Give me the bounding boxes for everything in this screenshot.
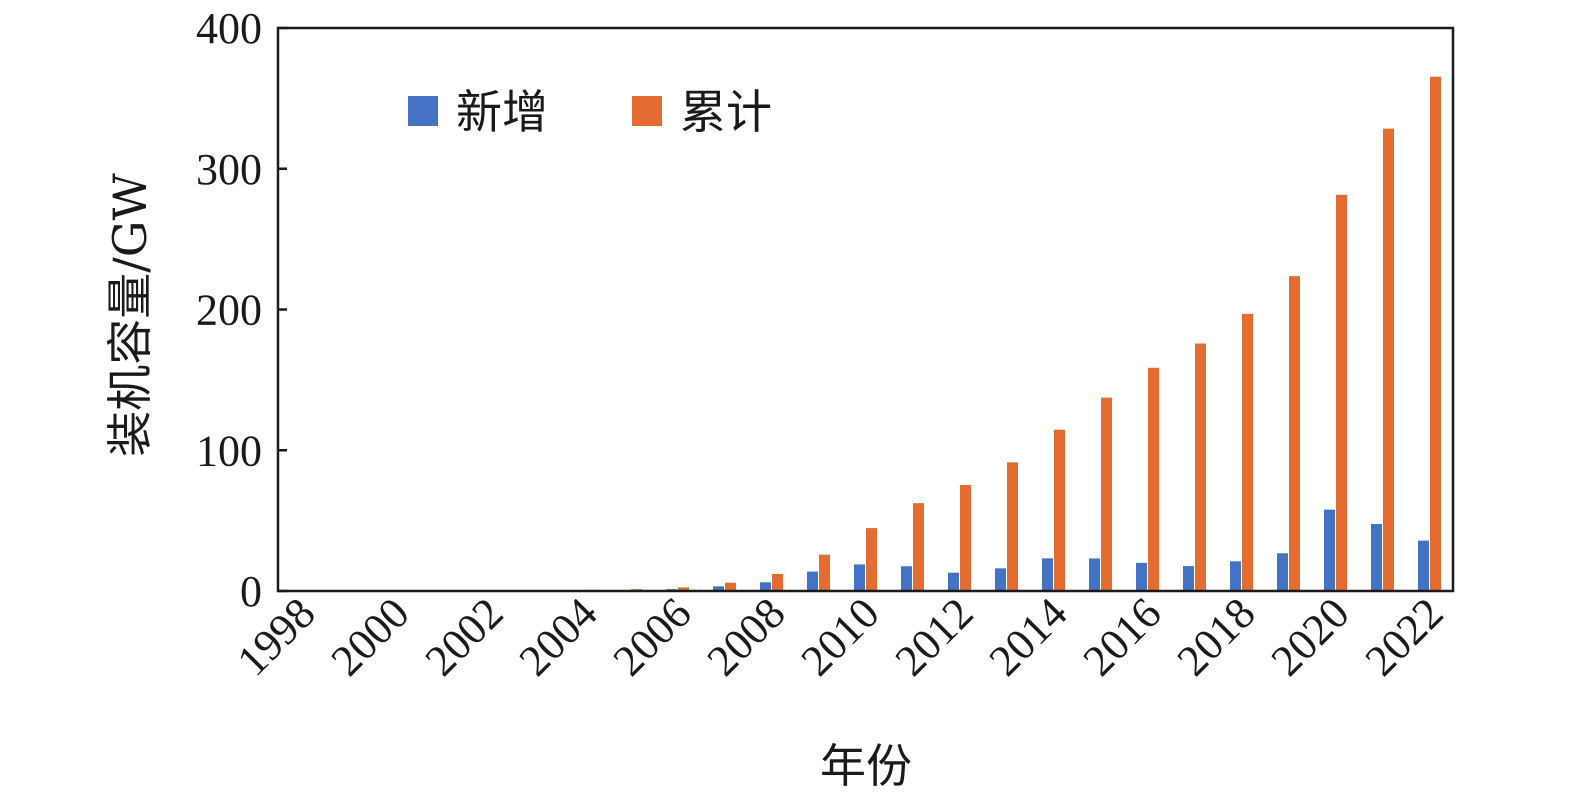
bar-cumulative-2006 xyxy=(678,587,689,591)
bar-new-2012 xyxy=(948,572,959,591)
legend: 新增 累计 xyxy=(408,85,772,139)
plot-frame xyxy=(276,26,1455,593)
bar-cumulative-2011 xyxy=(913,503,924,591)
bar-cumulative-2013 xyxy=(1007,462,1018,591)
bar-new-2015 xyxy=(1089,558,1100,591)
bar-new-2008 xyxy=(760,582,771,591)
y-axis-ticks: 0 100 200 300 400 xyxy=(196,4,287,616)
bar-new-2007 xyxy=(713,586,724,591)
bar-cumulative-2015 xyxy=(1101,397,1112,591)
bar-new-2022 xyxy=(1418,540,1429,591)
y-tick-label: 400 xyxy=(196,4,262,53)
bar-new-2020 xyxy=(1324,509,1335,591)
bar-new-2016 xyxy=(1136,562,1147,591)
bar-new-2017 xyxy=(1183,566,1194,591)
bar-cumulative-2008 xyxy=(772,573,783,591)
y-tick-label: 200 xyxy=(196,286,262,335)
x-tick-label: 2014 xyxy=(980,588,1077,685)
bar-cumulative-2021 xyxy=(1383,128,1394,592)
bar-cumulative-2018 xyxy=(1242,313,1253,591)
x-tick-label: 2012 xyxy=(886,588,983,685)
legend-label-cumulative: 累计 xyxy=(680,85,772,139)
legend-label-new: 新增 xyxy=(456,85,548,139)
bar-cumulative-2014 xyxy=(1054,429,1065,591)
bar-cumulative-2010 xyxy=(866,528,877,591)
y-tick-label: 300 xyxy=(196,145,262,194)
x-tick-label: 2000 xyxy=(322,588,419,685)
bar-new-2018 xyxy=(1230,561,1241,591)
bar-cumulative-2016 xyxy=(1148,367,1159,591)
bar-cumulative-2020 xyxy=(1336,194,1347,591)
bar-cumulative-2007 xyxy=(725,582,736,591)
bar-cumulative-2019 xyxy=(1289,276,1300,591)
x-tick-label: 2004 xyxy=(510,588,607,685)
bar-cumulative-2022 xyxy=(1430,76,1441,591)
x-tick-label: 2020 xyxy=(1262,588,1359,685)
bar-new-2009 xyxy=(807,571,818,591)
bar-cumulative-2012 xyxy=(960,485,971,591)
y-tick-label: 100 xyxy=(196,426,262,475)
x-tick-label: 2002 xyxy=(416,588,513,685)
y-tick-label: 0 xyxy=(240,567,262,616)
bar-new-2021 xyxy=(1371,524,1382,591)
x-tick-label: 2022 xyxy=(1356,588,1453,685)
bar-cumulative-2009 xyxy=(819,554,830,591)
bar-series xyxy=(290,76,1441,592)
bar-cumulative-2017 xyxy=(1195,343,1206,591)
x-tick-label: 2006 xyxy=(604,588,701,685)
x-tick-label: 2016 xyxy=(1074,588,1171,685)
bar-new-2010 xyxy=(854,564,865,591)
bar-new-2014 xyxy=(1042,558,1053,591)
legend-swatch-cumulative xyxy=(632,96,662,126)
y-axis-title: 装机容量/GW xyxy=(103,173,157,457)
bar-new-2019 xyxy=(1277,553,1288,591)
bar-new-2013 xyxy=(995,568,1006,591)
x-axis-title: 年份 xyxy=(820,739,912,793)
x-tick-label: 2018 xyxy=(1168,588,1265,685)
x-tick-label: 2010 xyxy=(792,588,889,685)
bar-new-2011 xyxy=(901,566,912,591)
x-tick-label: 2008 xyxy=(698,588,795,685)
x-axis-ticks: 1998200020022004200620082010201220142016… xyxy=(228,588,1453,685)
legend-swatch-new xyxy=(408,96,438,126)
